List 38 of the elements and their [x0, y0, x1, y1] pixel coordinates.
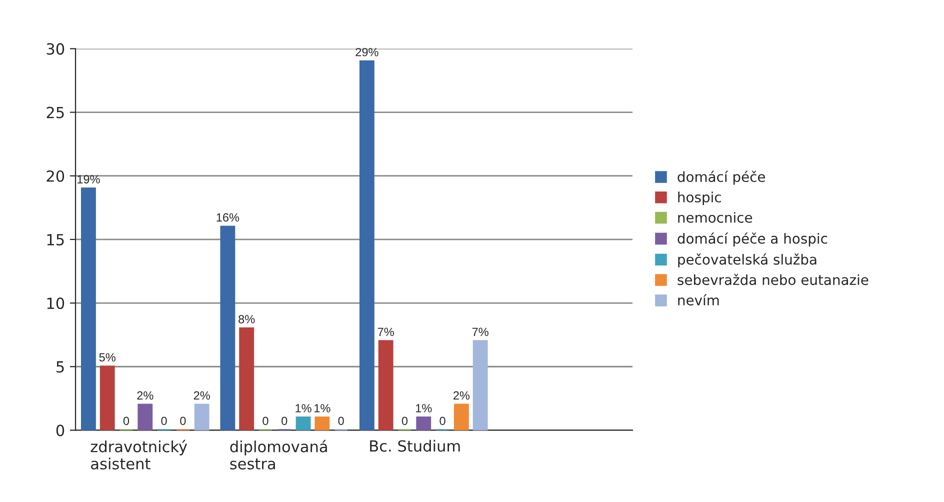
data-label: 0 — [262, 416, 268, 426]
data-label: 5% — [99, 353, 116, 362]
data-label: 7% — [378, 328, 394, 336]
data-label: 1% — [296, 404, 312, 412]
data-label: 0 — [402, 416, 408, 426]
data-label: 2% — [453, 391, 470, 400]
legend-label: nevím — [678, 294, 719, 306]
data-label: 0 — [338, 416, 344, 426]
y-tick-label: 30 — [46, 43, 64, 55]
y-tick-label: 10 — [47, 298, 64, 310]
legend-label: sebevražda nebo eutanazie — [678, 274, 868, 286]
legend-label: domácí péče — [678, 170, 766, 185]
data-label: 8% — [238, 315, 255, 324]
y-tick-label: 20 — [46, 170, 64, 182]
data-label: 0 — [161, 416, 167, 426]
data-label: 1% — [314, 404, 330, 412]
data-label: 7% — [472, 328, 488, 336]
data-label: 1% — [416, 404, 432, 412]
data-label: 0 — [123, 416, 130, 426]
data-label: 16% — [216, 213, 240, 222]
data-label: 0 — [440, 416, 446, 426]
legend-label: hospic — [678, 192, 721, 206]
data-label: 0 — [180, 416, 186, 426]
y-tick-label: 0 — [56, 424, 64, 436]
legend-label: nemocnice — [678, 212, 752, 223]
x-tick-label: Bc. Studium — [370, 440, 460, 452]
y-tick-label: 25 — [46, 106, 64, 118]
data-label: 19% — [78, 175, 100, 184]
data-label: 2% — [137, 391, 154, 400]
legend-label: pečovatelská služba — [678, 253, 816, 268]
legend-label: domácí péče a hospic — [678, 232, 828, 246]
data-label: 29% — [356, 48, 378, 56]
y-tick-label: 15 — [47, 234, 64, 246]
x-tick-label: zdravotnický asistent — [90, 440, 188, 470]
x-tick-label: diplomovaná sestra — [230, 440, 327, 470]
y-tick-label: 5 — [56, 361, 64, 373]
data-label: 2% — [194, 391, 210, 400]
data-label: 0 — [282, 416, 288, 426]
